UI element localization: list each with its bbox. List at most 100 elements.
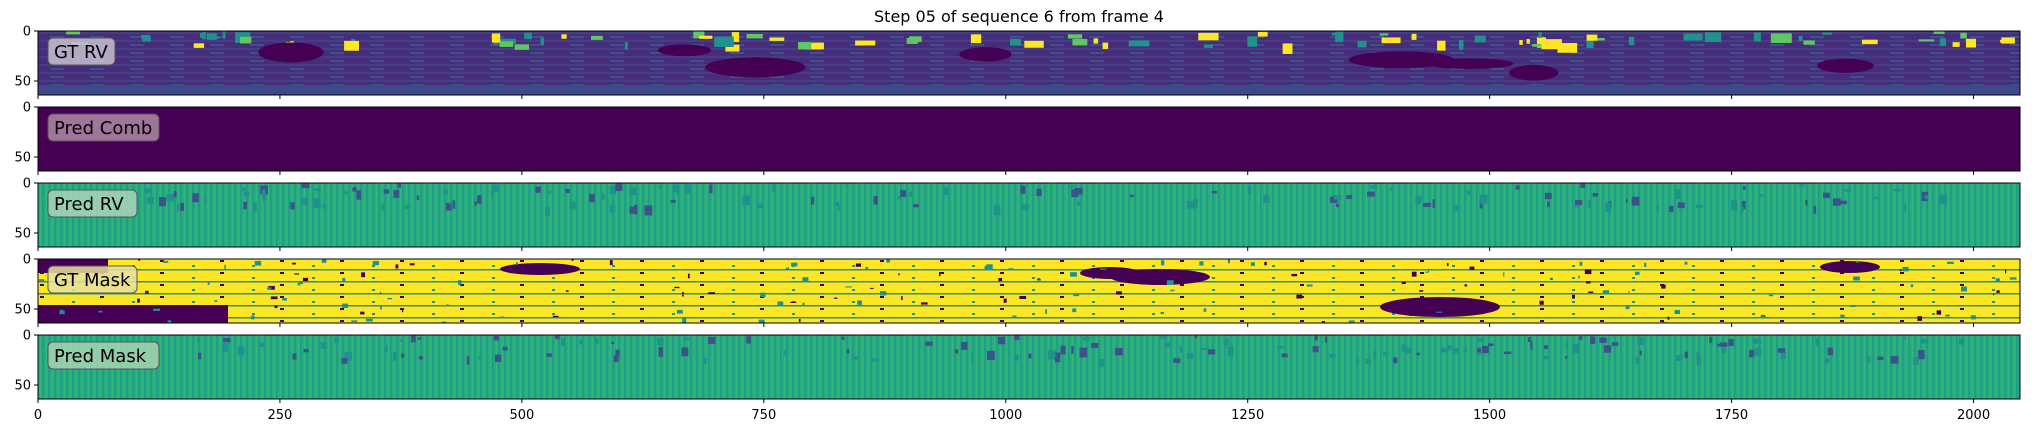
image-speck bbox=[1683, 33, 1703, 41]
image-speck bbox=[1704, 32, 1722, 43]
image-speck bbox=[1463, 348, 1468, 352]
image-speck bbox=[1198, 32, 1219, 41]
image-speck bbox=[791, 262, 798, 267]
panel-frame bbox=[37, 106, 2021, 172]
image-speck bbox=[452, 200, 455, 209]
image-speck bbox=[629, 187, 637, 196]
image-speck bbox=[644, 205, 653, 216]
image-speck bbox=[681, 347, 689, 357]
image-shadow bbox=[1509, 64, 1559, 81]
image-speck bbox=[658, 347, 664, 357]
image-speck bbox=[1045, 309, 1047, 314]
image-speck bbox=[746, 336, 751, 344]
image-speck bbox=[1770, 33, 1792, 43]
image-speck bbox=[1872, 196, 1880, 200]
image-speck bbox=[1324, 336, 1328, 343]
image-speck bbox=[1760, 315, 1766, 319]
image-speck bbox=[1565, 341, 1569, 348]
image-speck bbox=[251, 315, 255, 320]
image-speck bbox=[1573, 205, 1580, 208]
image-speck bbox=[1333, 195, 1342, 200]
image-speck bbox=[909, 36, 922, 43]
x-tick-label: 0 bbox=[34, 408, 42, 423]
image-shadow bbox=[258, 42, 324, 63]
image-speck bbox=[1419, 290, 1424, 292]
image-speck bbox=[395, 264, 399, 269]
image-speck bbox=[591, 35, 603, 40]
image-speck bbox=[1051, 354, 1057, 357]
image-speck bbox=[1425, 271, 1429, 273]
image-speck bbox=[742, 195, 750, 206]
image-speck bbox=[1102, 42, 1109, 50]
x-tick-label: 250 bbox=[268, 408, 293, 423]
image-speck bbox=[493, 335, 499, 341]
image-speck bbox=[162, 260, 169, 263]
image-speck bbox=[687, 273, 690, 279]
image-speck bbox=[565, 290, 569, 292]
panel-frame bbox=[37, 258, 2021, 324]
panel-image bbox=[38, 259, 2020, 323]
image-speck bbox=[833, 297, 838, 299]
image-speck bbox=[610, 204, 615, 213]
image-speck bbox=[1330, 196, 1338, 204]
image-speck bbox=[672, 184, 679, 193]
image-speck bbox=[387, 297, 393, 300]
panel-label: Pred RV bbox=[54, 194, 124, 215]
image-speck bbox=[381, 204, 386, 211]
image-speck bbox=[803, 43, 823, 50]
image-speck bbox=[546, 353, 552, 357]
image-speck bbox=[242, 187, 246, 192]
image-speck bbox=[268, 285, 275, 290]
image-speck bbox=[372, 260, 379, 266]
image-speck bbox=[38, 318, 44, 323]
image-speck bbox=[682, 317, 687, 323]
image-speck bbox=[478, 356, 482, 360]
image-speck bbox=[159, 196, 166, 207]
image-speck bbox=[498, 38, 516, 44]
image-speck bbox=[1586, 40, 1594, 49]
image-speck bbox=[1281, 353, 1288, 358]
image-speck bbox=[1768, 294, 1774, 297]
image-speck bbox=[1893, 188, 1901, 192]
image-speck bbox=[401, 353, 405, 358]
image-speck bbox=[1913, 356, 1919, 366]
image-speck bbox=[555, 335, 560, 340]
image-speck bbox=[1822, 192, 1830, 199]
image-speck bbox=[1100, 268, 1107, 270]
image-speck bbox=[1263, 194, 1270, 203]
image-speck bbox=[322, 203, 326, 209]
image-speck bbox=[1464, 284, 1468, 287]
image-shadow bbox=[657, 44, 712, 57]
image-speck bbox=[1952, 42, 1960, 47]
image-speck bbox=[1902, 266, 1909, 272]
image-speck bbox=[1428, 268, 1430, 272]
image-speck bbox=[344, 40, 359, 51]
image-speck bbox=[341, 358, 348, 364]
image-speck bbox=[1008, 268, 1014, 271]
image-speck bbox=[1965, 38, 1976, 48]
image-speck bbox=[1585, 281, 1591, 284]
image-speck bbox=[1227, 259, 1230, 264]
image-fill bbox=[38, 335, 2020, 399]
image-speck bbox=[938, 272, 941, 277]
image-speck bbox=[1720, 342, 1728, 347]
image-speck bbox=[1542, 355, 1549, 360]
image-speck bbox=[1264, 261, 1267, 266]
image-speck bbox=[207, 281, 210, 285]
panel-5: 0 50 Pred Mask bbox=[14, 329, 2021, 403]
image-speck bbox=[491, 184, 498, 193]
image-dark-region bbox=[1820, 261, 1880, 273]
image-speck bbox=[1572, 343, 1580, 354]
image-dark-region bbox=[1380, 297, 1500, 317]
image-speck bbox=[141, 34, 151, 39]
image-speck bbox=[1753, 338, 1761, 344]
y-tick-label: 50 bbox=[14, 151, 31, 166]
image-speck bbox=[144, 188, 152, 194]
image-speck bbox=[682, 347, 687, 352]
image-speck bbox=[1933, 31, 1945, 34]
image-speck bbox=[1021, 204, 1029, 211]
image-speck bbox=[601, 193, 605, 200]
image-speck bbox=[466, 356, 470, 365]
image-speck bbox=[1194, 335, 1198, 339]
image-speck bbox=[1970, 315, 1976, 320]
